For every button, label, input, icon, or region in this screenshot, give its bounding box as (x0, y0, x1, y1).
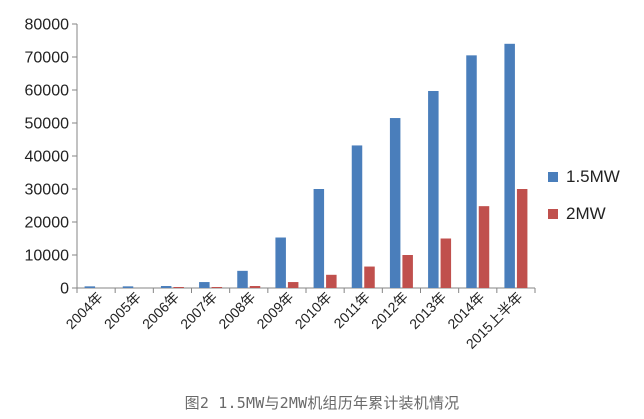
legend-swatch-1-5mw (548, 172, 558, 182)
bar-1-5mw-8 (389, 118, 401, 288)
legend-item-1-5mw: 1.5MW (548, 167, 620, 187)
y-tick-label: 20000 (25, 215, 70, 232)
y-tick-label: 30000 (25, 182, 70, 199)
bar-1-5mw-11 (504, 43, 515, 288)
bar-2mw-6 (326, 274, 337, 288)
bar-1-5mw-3 (199, 282, 210, 288)
bar-1-5mw-10 (466, 55, 477, 288)
x-tick-label: 2005年 (101, 289, 144, 332)
x-tick-label: 2009年 (253, 289, 296, 332)
x-tick-label: 2010年 (292, 289, 335, 332)
bar-1-5mw-5 (275, 237, 286, 288)
bar-1-5mw-9 (428, 90, 439, 289)
legend-label-1-5mw: 1.5MW (566, 167, 620, 186)
x-tick-label: 2004年 (63, 289, 106, 332)
y-tick-label: 60000 (25, 83, 70, 100)
bar-1-5mw-6 (313, 189, 325, 288)
bar-2mw-8 (402, 255, 413, 288)
bar-1-5mw-7 (351, 145, 363, 288)
bar-2mw-4 (249, 286, 261, 288)
y-tick-label: 40000 (25, 149, 70, 166)
bar-2mw-11 (516, 189, 528, 288)
legend-item-2mw: 2MW (548, 204, 606, 224)
legend-swatch-2mw (548, 209, 558, 219)
x-tick-label: 2006年 (139, 289, 182, 332)
figure-caption: 图2 1.5MW与2MW机组历年累计装机情况 (184, 394, 460, 412)
bar-2mw-2 (173, 287, 184, 288)
bar-chart-svg: 0 10000 20000 30000 40000 50000 60000 70000 8000… (25, 17, 536, 352)
x-tick-label: 2013年 (406, 289, 449, 332)
bar-2mw-7 (364, 266, 375, 288)
y-tick-label: 80000 (25, 17, 70, 34)
x-tick-label: 2007年 (177, 289, 220, 332)
y-tick-label: 50000 (25, 116, 70, 133)
bar-2mw-10 (478, 206, 490, 288)
y-tick-label: 0 (60, 281, 69, 298)
x-tick-label: 2012年 (368, 289, 411, 332)
bar-2mw-3 (211, 287, 223, 288)
x-tick-label: 2011年 (331, 289, 374, 332)
bar-1-5mw-4 (237, 270, 248, 288)
chart: 0 10000 20000 30000 40000 50000 60000 70000 8000… (25, 17, 620, 352)
y-tick-label: 70000 (25, 50, 70, 67)
bar-1-5mw-2 (160, 286, 172, 288)
bar-1-5mw-1 (122, 286, 134, 288)
bar-2mw-5 (287, 282, 299, 288)
bar-2mw-9 (440, 238, 452, 288)
y-tick-label: 10000 (25, 248, 70, 265)
bar-1-5mw-0 (84, 286, 96, 288)
x-tick-label: 2008年 (215, 289, 258, 332)
legend-label-2mw: 2MW (566, 204, 606, 223)
